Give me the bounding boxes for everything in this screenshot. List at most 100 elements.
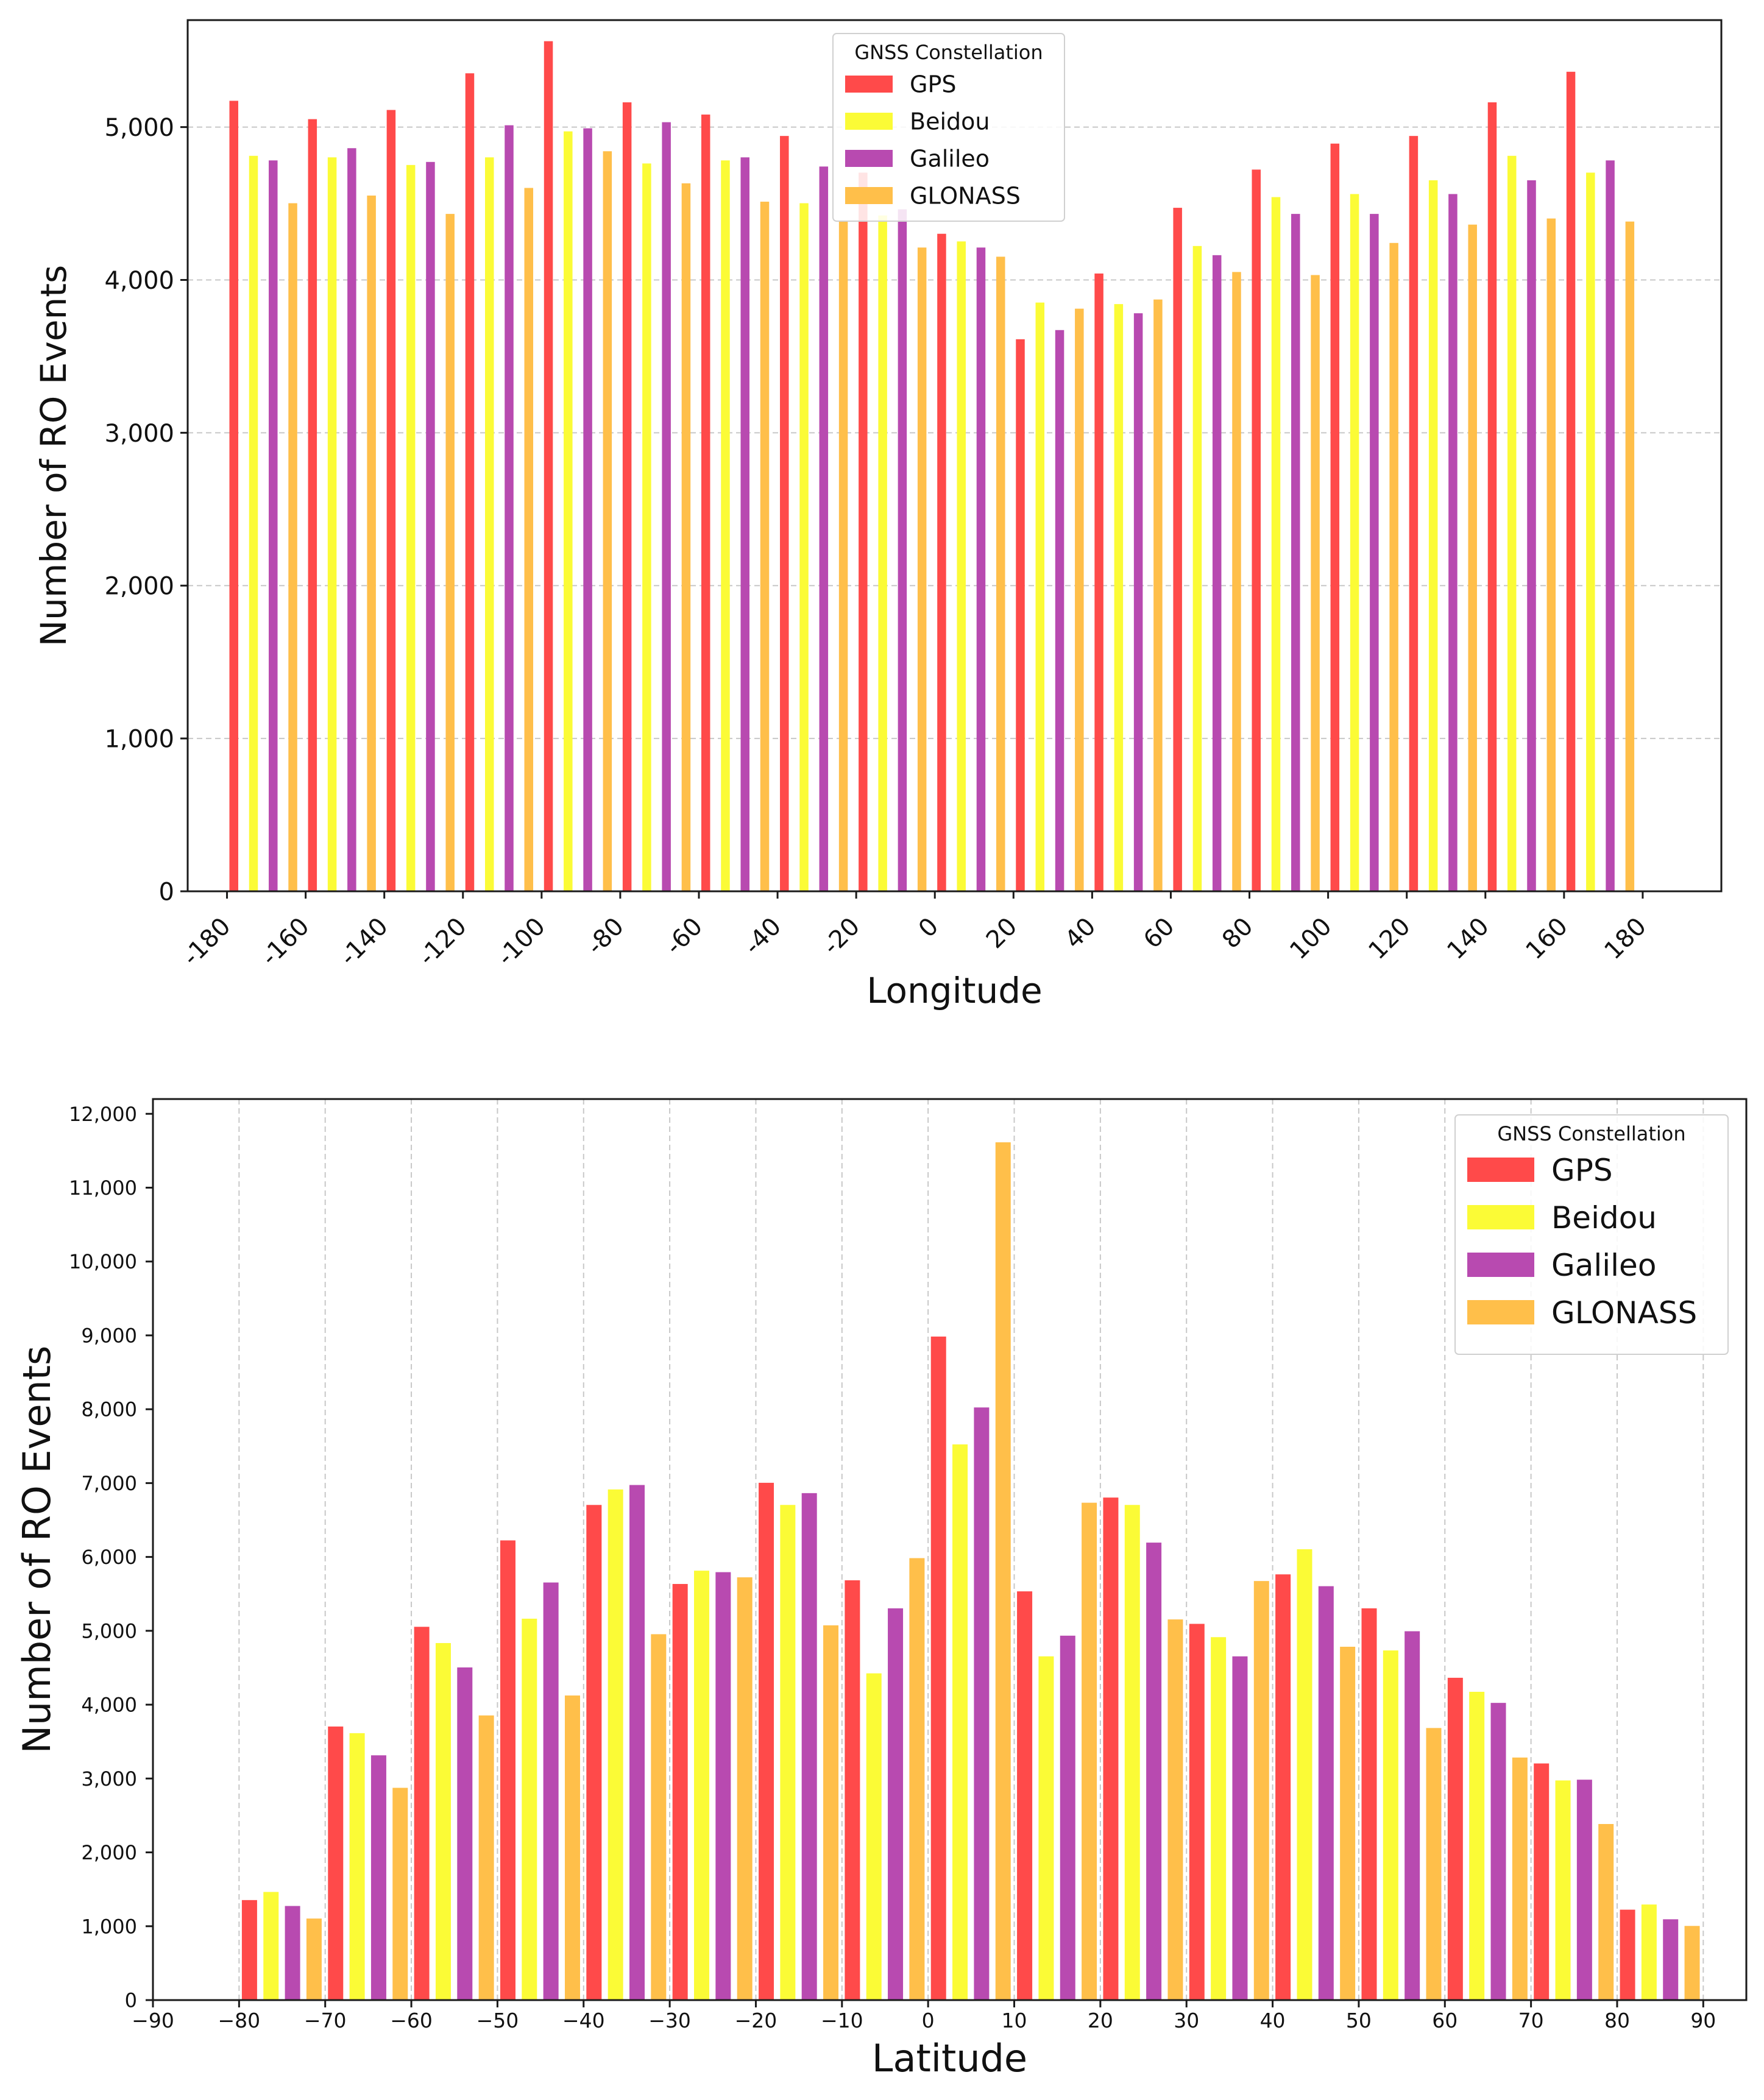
legend: GNSS Constellation GPS Beidou Galileo GLONAS…: [832, 33, 1065, 222]
bar-galileo: [1404, 1631, 1420, 2001]
y-tick-label: 10,000: [69, 1250, 137, 1273]
bar-galileo: [1576, 1780, 1592, 2001]
bar-glonass: [1167, 1619, 1183, 2001]
longitude-bar-chart: 0 1,000 2,000 3,000 4,000 5,000 -180 -160 -140 -1…: [33, 19, 1723, 1011]
bar-glonass: [392, 1787, 408, 2001]
bar-gps: [1330, 143, 1340, 892]
bar-gps: [859, 172, 868, 892]
bar-beidou: [1383, 1650, 1398, 2001]
x-tick-label: 20: [981, 913, 1023, 955]
y-tick-label: 8,000: [81, 1398, 137, 1421]
legend-swatch-beidou: [1467, 1205, 1534, 1229]
x-tick-label: −80: [218, 2009, 261, 2032]
x-tick-label: 30: [1174, 2009, 1199, 2032]
bar-gps: [229, 101, 238, 892]
bar-beidou: [435, 1642, 451, 2001]
bar-gps: [1017, 1591, 1033, 2001]
bar-beidou: [1124, 1505, 1140, 2001]
bar-glonass: [306, 1918, 322, 2001]
bar-galileo: [819, 166, 829, 892]
y-tick-label: 0: [125, 1989, 137, 2012]
bar-galileo: [583, 128, 592, 892]
bar-glonass: [651, 1634, 667, 2001]
bar-glonass: [1512, 1757, 1528, 2001]
bar-galileo: [543, 1582, 559, 2001]
y-axis-label: Number of RO Events: [33, 265, 74, 647]
bar-beidou: [1271, 197, 1281, 892]
x-tick-label: −10: [821, 2009, 863, 2032]
bar-gps: [1173, 208, 1182, 892]
bar-glonass: [909, 1558, 925, 2001]
y-tick-label: 2,000: [81, 1841, 137, 1864]
bar-gps: [414, 1627, 430, 2001]
bar-glonass: [1153, 299, 1163, 892]
bar-gps: [672, 1583, 688, 2001]
y-axis-label: Number of RO Events: [15, 1346, 59, 1754]
y-tick-label: 0: [159, 878, 174, 906]
legend-label: Beidou: [1551, 1200, 1657, 1236]
x-tick-label: 0: [922, 2009, 935, 2032]
x-tick-label: -160: [256, 913, 315, 972]
bar-gps: [1252, 169, 1261, 892]
bar-gps: [1534, 1763, 1550, 2001]
bar-gps: [1189, 1624, 1205, 2001]
x-tick-label: 50: [1346, 2009, 1372, 2032]
bar-beidou: [694, 1571, 710, 2001]
bar-gps: [328, 1726, 344, 2001]
bar-galileo: [801, 1493, 817, 2001]
bar-galileo: [505, 125, 514, 892]
legend-label: Galileo: [910, 146, 990, 172]
bar-gps: [241, 1900, 257, 2001]
bar-beidou: [249, 155, 258, 892]
bar-beidou: [952, 1444, 968, 2001]
x-tick-label: -120: [413, 913, 472, 972]
bar-galileo: [1212, 255, 1222, 892]
y-tick-label: 2,000: [104, 573, 174, 601]
x-tick-label: -40: [739, 913, 787, 961]
bar-glonass: [478, 1715, 494, 2001]
bar-glonass: [917, 247, 927, 892]
bar-beidou: [721, 160, 730, 892]
y-tick-label: 11,000: [69, 1176, 137, 1200]
bar-beidou: [349, 1733, 365, 2001]
x-tick-label: -80: [581, 913, 629, 961]
bar-galileo: [1448, 194, 1458, 892]
bar-glonass: [760, 202, 770, 892]
bar-galileo: [1490, 1703, 1506, 2001]
bar-gps: [544, 41, 553, 892]
bar-glonass: [1311, 275, 1320, 892]
bar-gps: [622, 102, 632, 892]
bar-beidou: [522, 1618, 537, 2001]
legend-swatch-glonass: [1467, 1300, 1534, 1324]
bar-galileo: [1663, 1919, 1679, 2001]
x-tick-label: 40: [1260, 2009, 1286, 2032]
x-tick-label: −50: [476, 2009, 519, 2032]
legend-swatch-galileo: [1467, 1253, 1534, 1277]
x-tick-label: 0: [913, 913, 944, 944]
bar-beidou: [1297, 1549, 1312, 2001]
bar-glonass: [1232, 272, 1241, 892]
y-tick-label: 5,000: [104, 114, 174, 142]
x-tick-label: -100: [492, 913, 551, 972]
bar-galileo: [629, 1485, 645, 2001]
x-tick-label: 120: [1363, 913, 1416, 966]
x-tick-label: −70: [304, 2009, 347, 2032]
bar-gps: [1409, 136, 1419, 892]
bar-beidou: [642, 163, 651, 892]
legend: GNSS Constellation GPS Beidou Galileo GLONAS…: [1454, 1114, 1729, 1355]
bar-beidou: [1555, 1780, 1571, 2001]
plot-frame: [186, 19, 1723, 893]
bar-glonass: [681, 183, 691, 892]
legend-label: GLONASS: [910, 183, 1021, 210]
bar-galileo: [285, 1906, 300, 2001]
bar-beidou: [1211, 1637, 1227, 2001]
latitude-bar-chart: 0 1,000 2,000 3,000 4,000 5,000 6,000 7,000 8,00…: [15, 1098, 1748, 2081]
bar-glonass: [603, 151, 612, 892]
bar-galileo: [1133, 313, 1143, 892]
y-tick-label: 1,000: [81, 1915, 137, 1938]
bar-galileo: [1527, 180, 1536, 892]
plot-frame: [152, 1098, 1748, 2001]
x-tick-label: 20: [1088, 2009, 1113, 2032]
x-tick-label: -180: [177, 913, 236, 972]
